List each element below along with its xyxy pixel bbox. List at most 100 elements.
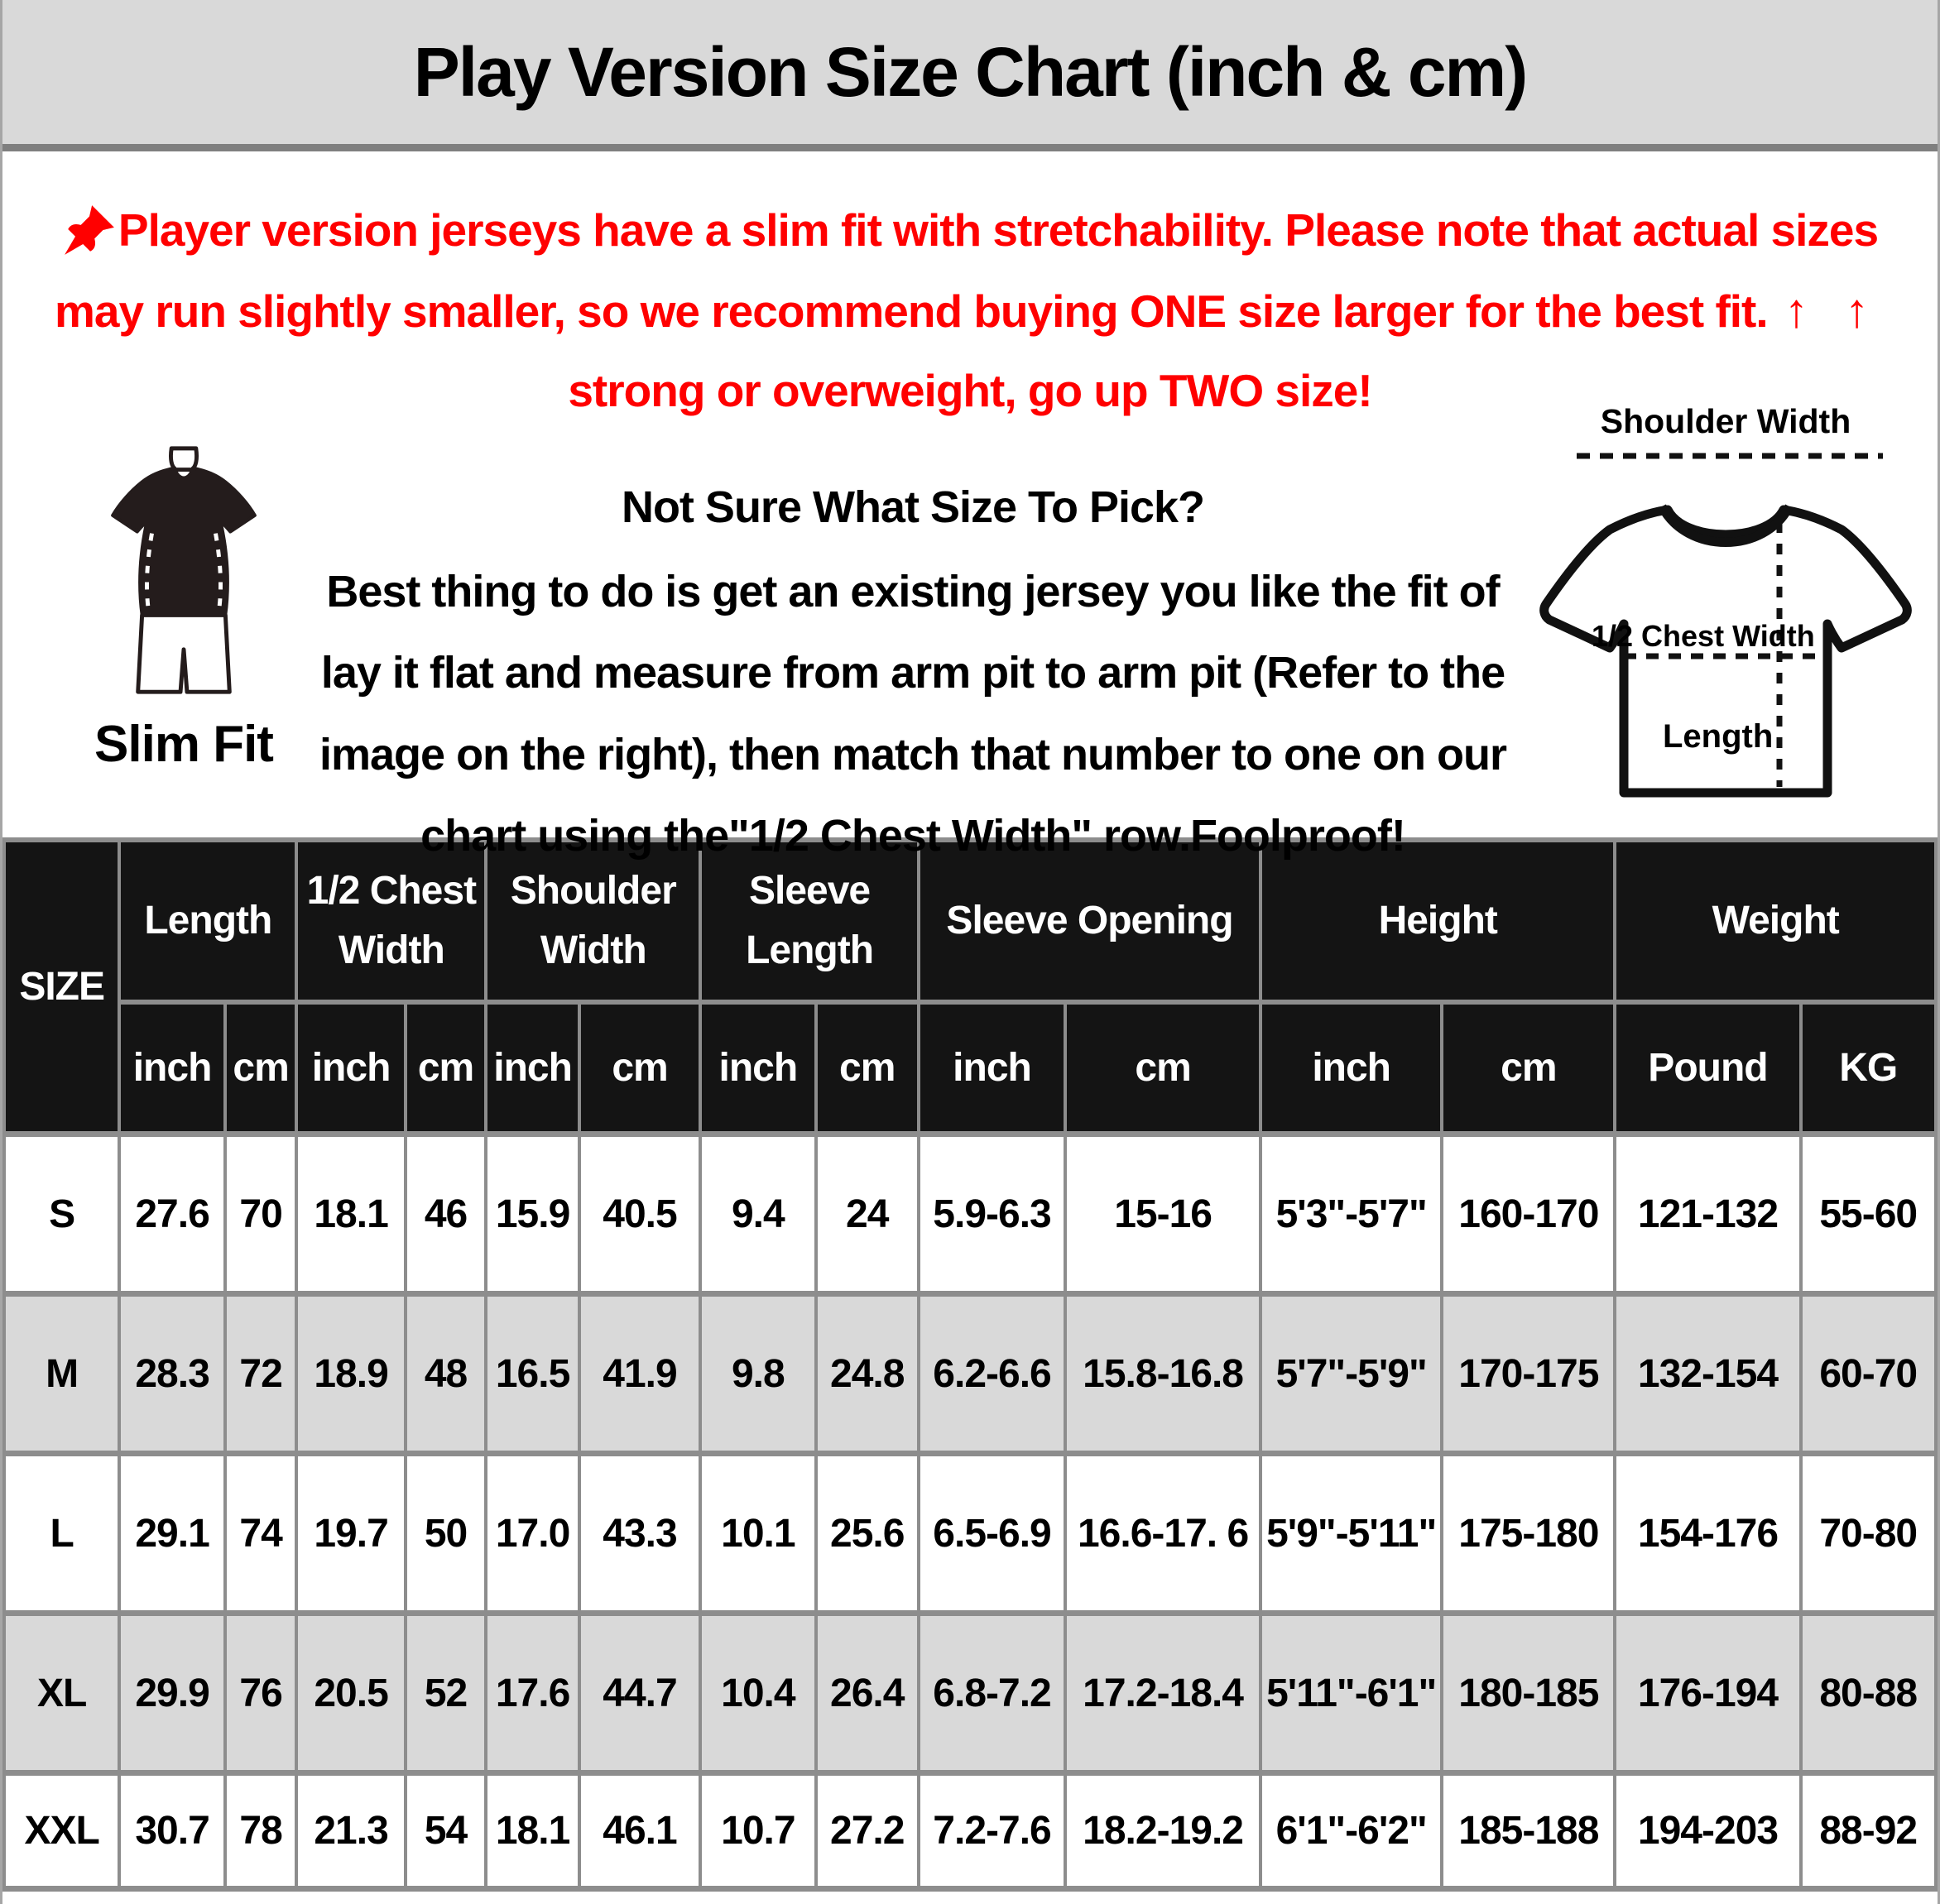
- column-group-length: Length: [118, 837, 299, 1005]
- column-group-shoulder-width: Shoulder Width: [484, 837, 703, 1005]
- measurement-cell: 17.6: [484, 1610, 581, 1777]
- size-column-header: SIZE: [2, 837, 122, 1137]
- measurement-cell: 88-92: [1798, 1770, 1938, 1892]
- measurement-cell: 5'7"-5'9": [1259, 1291, 1444, 1457]
- size-cell: L: [2, 1451, 122, 1617]
- measurement-cell: 9.8: [699, 1291, 818, 1457]
- length-label: Length: [1663, 717, 1774, 755]
- measurement-cell: 7.2-7.6: [916, 1770, 1068, 1892]
- measurement-cell: 55-60: [1798, 1131, 1938, 1297]
- size-table: SIZE Length 1/2 Chest Width Shoulder Width…: [2, 837, 1938, 1892]
- measurement-cell: 48: [403, 1291, 488, 1457]
- table-unit-header-row: inch cm inch cm inch cm inch cm inch cm inch cm Poun…: [4, 999, 1938, 1137]
- measurement-cell: 132-154: [1613, 1291, 1803, 1457]
- unit-header-length-cm: cm: [223, 999, 299, 1137]
- measurement-cell: 6'1"-6'2": [1259, 1770, 1444, 1892]
- measurement-cell: 6.8-7.2: [916, 1610, 1068, 1777]
- column-group-sleeve-opening: Sleeve Opening: [916, 837, 1263, 1005]
- size-cell: XXL: [2, 1770, 122, 1892]
- size-table-body: S 27.6 70 18.1 46 15.9 40.5 9.4 24 5.9-6.3 15-16 5'…: [2, 1131, 1938, 1892]
- measurement-cell: 17.0: [484, 1451, 581, 1617]
- measurement-cell: 5'3"-5'7": [1259, 1131, 1444, 1297]
- measurement-cell: 78: [223, 1770, 299, 1892]
- size-row-xl: XL 29.9 76 20.5 52 17.6 44.7 10.4 26.4 6.8-7.2 17.…: [2, 1610, 1938, 1777]
- unit-header-shoulder-width-cm: cm: [577, 999, 703, 1137]
- column-group-1-2-chest-width: 1/2 Chest Width: [295, 837, 488, 1005]
- measurement-cell: 26.4: [814, 1610, 920, 1777]
- size-cell: M: [2, 1291, 122, 1457]
- measurement-cell: 20.5: [295, 1610, 407, 1777]
- shoulder-width-label: Shoulder Width: [1600, 401, 1851, 440]
- measurement-cell: 70: [223, 1131, 299, 1297]
- size-help-body: Best thing to do is get an existing jers…: [319, 567, 1507, 861]
- measurement-cell: 25.6: [814, 1451, 920, 1617]
- size-row-m: M 28.3 72 18.9 48 16.5 41.9 9.8 24.8 6.2-6.6 15.8-…: [2, 1291, 1938, 1457]
- unit-header-height-cm: cm: [1440, 999, 1617, 1137]
- measurement-cell: 76: [223, 1610, 299, 1777]
- measurement-cell: 6.5-6.9: [916, 1451, 1068, 1617]
- slim-fit-icon: [111, 446, 257, 694]
- measurement-cell: 9.4: [699, 1131, 818, 1297]
- measurement-cell: 46.1: [577, 1770, 703, 1892]
- measurement-cell: 28.3: [118, 1291, 227, 1457]
- measurement-cell: 29.1: [118, 1451, 227, 1617]
- measurement-cell: 24.8: [814, 1291, 920, 1457]
- measurement-cell: 10.7: [699, 1770, 818, 1892]
- measurement-cell: 29.9: [118, 1610, 227, 1777]
- measurement-cell: 16.5: [484, 1291, 581, 1457]
- pushpin-icon: [62, 203, 117, 257]
- unit-header-sleeve-length-inch: inch: [699, 999, 818, 1137]
- unit-header-weight-kg: KG: [1798, 999, 1938, 1137]
- measurement-cell: 5.9-6.3: [916, 1131, 1068, 1297]
- measurement-cell: 175-180: [1440, 1451, 1617, 1617]
- measurement-cell: 70-80: [1798, 1451, 1938, 1617]
- measurement-cell: 52: [403, 1610, 488, 1777]
- measurement-cell: 176-194: [1613, 1610, 1803, 1777]
- unit-header-sleeve-length-cm: cm: [814, 999, 920, 1137]
- measurement-cell: 54: [403, 1770, 488, 1892]
- measurement-cell: 15-16: [1064, 1131, 1263, 1297]
- measurement-diagram: Shoulder Width 1/2 Chest Width Length: [1524, 402, 1928, 832]
- measurement-cell: 24: [814, 1131, 920, 1297]
- measurement-cell: 18.2-19.2: [1064, 1770, 1263, 1892]
- fit-notice: Player version jerseys have a slim fit w…: [2, 191, 1938, 430]
- measurement-cell: 185-188: [1440, 1770, 1617, 1892]
- unit-header-weight-pound: Pound: [1613, 999, 1803, 1137]
- title-band: Play Version Size Chart (inch & cm): [2, 0, 1938, 151]
- measurement-cell: 21.3: [295, 1770, 407, 1892]
- measurement-cell: 6.2-6.6: [916, 1291, 1068, 1457]
- unit-header-1-2-chest-width-cm: cm: [403, 999, 488, 1137]
- measurement-cell: 121-132: [1613, 1131, 1803, 1297]
- measurement-cell: 41.9: [577, 1291, 703, 1457]
- measurement-cell: 43.3: [577, 1451, 703, 1617]
- size-cell: XL: [2, 1610, 122, 1777]
- measurement-cell: 18.1: [484, 1770, 581, 1892]
- size-row-xxl: XXL 30.7 78 21.3 54 18.1 46.1 10.7 27.2 7.2-7.6 18…: [2, 1770, 1938, 1892]
- measurement-cell: 80-88: [1798, 1610, 1938, 1777]
- measurement-cell: 10.4: [699, 1610, 818, 1777]
- up-arrows-icon: ↑ ↑: [1784, 283, 1881, 338]
- measurement-cell: 46: [403, 1131, 488, 1297]
- unit-header-1-2-chest-width-inch: inch: [295, 999, 407, 1137]
- measurement-cell: 5'11"-6'1": [1259, 1610, 1444, 1777]
- measurement-cell: 72: [223, 1291, 299, 1457]
- unit-header-height-inch: inch: [1259, 999, 1444, 1137]
- notice-text-2: strong or overweight, go up TWO size!: [568, 365, 1372, 417]
- fit-guide-section: Slim Fit Not Sure What Size To Pick? Bes…: [2, 402, 1938, 861]
- measurement-cell: 19.7: [295, 1451, 407, 1617]
- unit-header-sleeve-opening-inch: inch: [916, 999, 1068, 1137]
- measurement-cell: 60-70: [1798, 1291, 1938, 1457]
- measurement-cell: 27.6: [118, 1131, 227, 1297]
- measurement-cell: 74: [223, 1451, 299, 1617]
- column-group-height: Height: [1259, 837, 1617, 1005]
- unit-header-sleeve-opening-cm: cm: [1064, 999, 1263, 1137]
- measurement-cell: 15.8-16.8: [1064, 1291, 1263, 1457]
- table-group-header-row: SIZE Length 1/2 Chest Width Shoulder Width…: [2, 837, 1938, 1137]
- size-help-heading: Not Sure What Size To Pick?: [621, 482, 1205, 532]
- measurement-cell: 5'9"-5'11": [1259, 1451, 1444, 1617]
- measurement-cell: 18.9: [295, 1291, 407, 1457]
- measurement-cell: 180-185: [1440, 1610, 1617, 1777]
- size-row-s: S 27.6 70 18.1 46 15.9 40.5 9.4 24 5.9-6.3 15-16 5'…: [2, 1131, 1938, 1297]
- tshirt-diagram-icon: [1539, 453, 1912, 798]
